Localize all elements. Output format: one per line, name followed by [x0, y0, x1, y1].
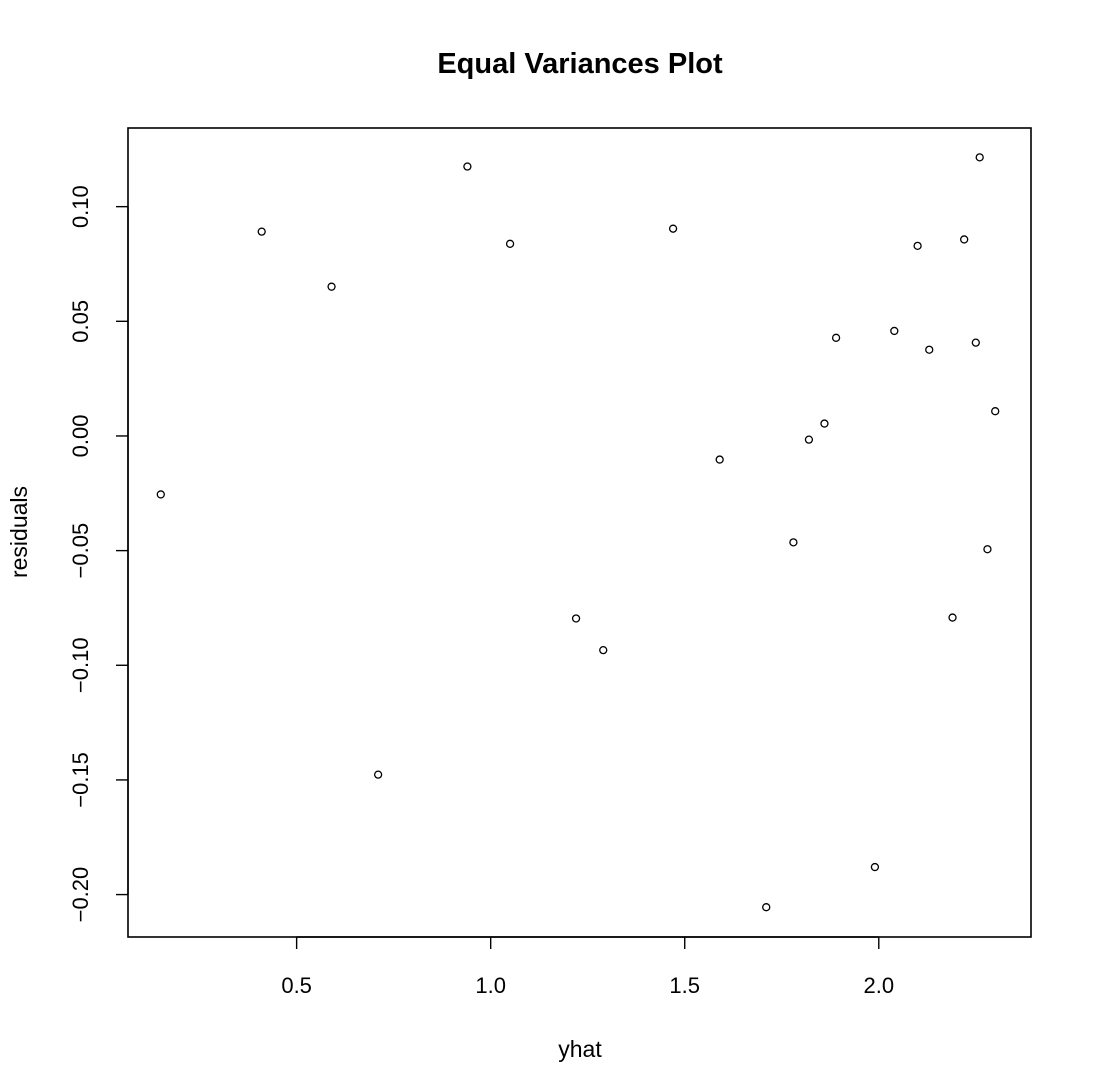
- data-point: [804, 435, 814, 444]
- data-point: [991, 407, 1000, 416]
- x-tick-label: 2.0: [863, 973, 894, 998]
- data-point: [789, 538, 798, 547]
- y-tick-label: −0.15: [68, 752, 93, 808]
- data-point: [975, 153, 984, 162]
- data-point: [870, 862, 880, 872]
- y-tick-label: −0.05: [68, 523, 93, 579]
- y-tick-label: −0.10: [68, 637, 93, 693]
- y-axis: −0.20 −0.15 −0.10 −0.05 0.00 0.05 0.10: [68, 185, 129, 923]
- data-point: [983, 545, 992, 554]
- data-point: [257, 227, 266, 236]
- data-point: [715, 455, 724, 464]
- x-tick-label: 1.0: [475, 973, 506, 998]
- data-points: [156, 153, 1000, 912]
- data-point: [571, 614, 581, 623]
- y-tick-label: 0.10: [68, 185, 93, 228]
- data-point: [373, 770, 383, 779]
- data-point: [762, 903, 771, 912]
- data-point: [948, 613, 957, 622]
- data-point: [913, 241, 922, 251]
- data-point: [820, 419, 829, 428]
- y-axis-label: residuals: [6, 486, 32, 578]
- x-axis: 0.5 1.0 1.5 2.0: [281, 936, 894, 998]
- x-tick-label: 0.5: [281, 973, 312, 998]
- data-point: [505, 239, 515, 248]
- x-axis-label: yhat: [558, 1036, 602, 1062]
- chart-title: Equal Variances Plot: [437, 48, 723, 80]
- data-point: [156, 490, 165, 499]
- plot-area-frame: [127, 127, 1032, 938]
- y-tick-label: −0.20: [68, 867, 93, 923]
- data-point: [960, 235, 969, 244]
- data-point: [463, 162, 472, 171]
- data-point: [831, 333, 841, 342]
- y-tick-label: 0.00: [68, 415, 93, 458]
- data-point: [599, 645, 608, 655]
- data-point: [925, 345, 934, 354]
- data-point: [890, 326, 899, 336]
- x-tick-label: 1.5: [669, 973, 700, 998]
- data-point: [971, 338, 980, 347]
- y-tick-label: 0.05: [68, 300, 93, 343]
- data-point: [668, 224, 678, 233]
- data-point: [327, 282, 336, 291]
